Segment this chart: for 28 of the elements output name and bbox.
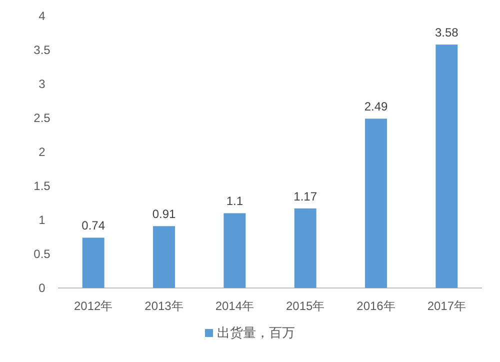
y-tick-label: 1.5 [34, 179, 51, 193]
bar [82, 238, 104, 288]
legend-label: 出货量，百万 [217, 325, 295, 340]
x-tick-label: 2017年 [427, 299, 466, 313]
x-tick-label: 2012年 [74, 299, 113, 313]
bar [365, 118, 387, 288]
x-tick-label: 2016年 [356, 299, 396, 313]
bar [224, 213, 246, 288]
y-tick-label: 4 [38, 9, 46, 23]
x-tick-label: 2013年 [144, 299, 184, 313]
data-label: 0.91 [152, 207, 176, 222]
x-tick-label: 2014年 [215, 299, 254, 313]
y-tick-label: 2 [38, 145, 46, 159]
data-label: 2.49 [364, 100, 388, 114]
data-label: 1.1 [226, 194, 244, 208]
y-tick-label: 1 [38, 213, 46, 227]
y-tick-label: 0 [38, 281, 46, 295]
y-tick-label: 3 [38, 77, 46, 91]
bar [153, 226, 175, 288]
y-tick-label: 0.5 [34, 247, 51, 261]
data-label: 1.17 [294, 189, 318, 204]
data-label: 0.74 [82, 218, 106, 233]
bar [294, 208, 316, 288]
y-tick-label: 3.5 [34, 43, 51, 57]
y-tick-label: 2.5 [34, 111, 51, 125]
data-label: 3.58 [434, 26, 459, 40]
x-tick-label: 2015年 [286, 299, 325, 313]
bar [436, 44, 458, 288]
